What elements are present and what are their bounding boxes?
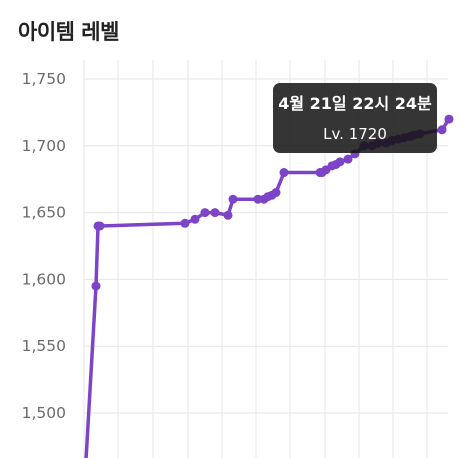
tooltip-title: 4월 21일 22시 24분 [278,94,432,113]
y-tick-label: 1,550 [22,337,66,355]
tooltip-box [273,83,437,153]
data-point [271,188,281,198]
tooltip-value: Lv. 1720 [323,125,387,143]
data-point [279,168,289,178]
data-point [437,125,447,135]
data-point [335,157,345,167]
data-point [228,194,238,204]
series-line [84,117,451,458]
y-tick-label: 1,500 [22,404,66,422]
data-point [95,221,105,231]
y-tick-label: 1,700 [22,137,66,155]
data-point [343,154,353,164]
data-point [210,208,220,218]
y-tick-label: 1,600 [22,270,66,288]
data-point [190,214,200,224]
data-point [180,218,190,228]
data-point [200,208,210,218]
data-point [91,281,101,291]
chart-title: 아이템 레벨 [18,20,119,44]
y-tick-label: 1,650 [22,204,66,222]
y-tick-label: 1,750 [22,70,66,88]
chart-tooltip: 4월 21일 22시 24분 Lv. 1720 [273,83,437,153]
data-point [444,114,454,124]
data-point [223,210,233,220]
